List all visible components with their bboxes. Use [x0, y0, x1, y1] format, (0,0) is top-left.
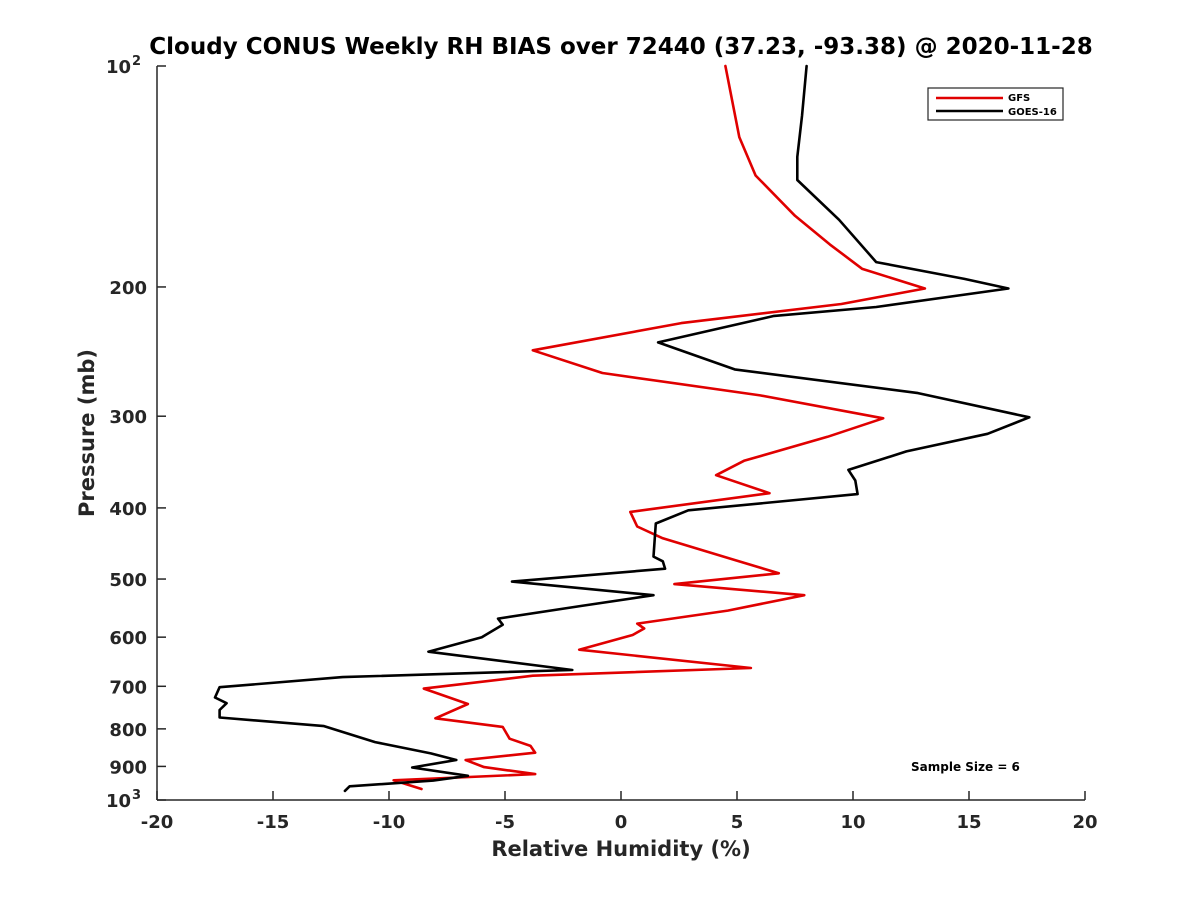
x-tick-label: 5: [731, 812, 744, 833]
x-tick-label: 10: [840, 812, 865, 833]
x-tick-label: -5: [495, 812, 515, 833]
y-tick-label: 200: [109, 278, 147, 299]
x-tick-label: 20: [1072, 812, 1097, 833]
y-tick-label: 800: [109, 720, 147, 741]
x-axis-label: Relative Humidity (%): [491, 837, 750, 861]
y-tick-label: 900: [109, 757, 147, 778]
x-tick-label: -10: [373, 812, 406, 833]
y-tick-label: 10 3: [106, 788, 141, 812]
y-tick-label: 10 2: [106, 54, 141, 78]
y-tick-label-base: 10: [106, 791, 131, 812]
y-tick-label-exponent: 3: [132, 788, 141, 803]
y-tick-label: 400: [109, 499, 147, 520]
y-tick-label: 300: [109, 407, 147, 428]
series-line-gfs: [392, 64, 927, 791]
x-tick-label: 15: [956, 812, 981, 833]
x-tick-label: -20: [141, 812, 174, 833]
legend-label-goes16: GOES-16: [1008, 107, 1057, 118]
y-tick-label-exponent: 2: [132, 54, 141, 69]
legend-label-gfs: GFS: [1008, 93, 1030, 104]
series-line-goes-16: [213, 64, 1031, 793]
legend-box: [927, 87, 1064, 121]
legend: GFS GOES-16: [927, 87, 1064, 121]
y-tick-label: 700: [109, 677, 147, 698]
y-axis-label: Pressure (mb): [75, 349, 99, 517]
x-tick-label: 0: [615, 812, 628, 833]
x-tick-label: -15: [257, 812, 290, 833]
y-tick-label: 500: [109, 570, 147, 591]
y-tick-label-base: 10: [106, 57, 131, 78]
y-tick-label: 600: [109, 628, 147, 649]
chart-title: Cloudy CONUS Weekly RH BIAS over 72440 (…: [149, 34, 1092, 60]
sample-size-annotation: Sample Size = 6: [911, 760, 1020, 774]
